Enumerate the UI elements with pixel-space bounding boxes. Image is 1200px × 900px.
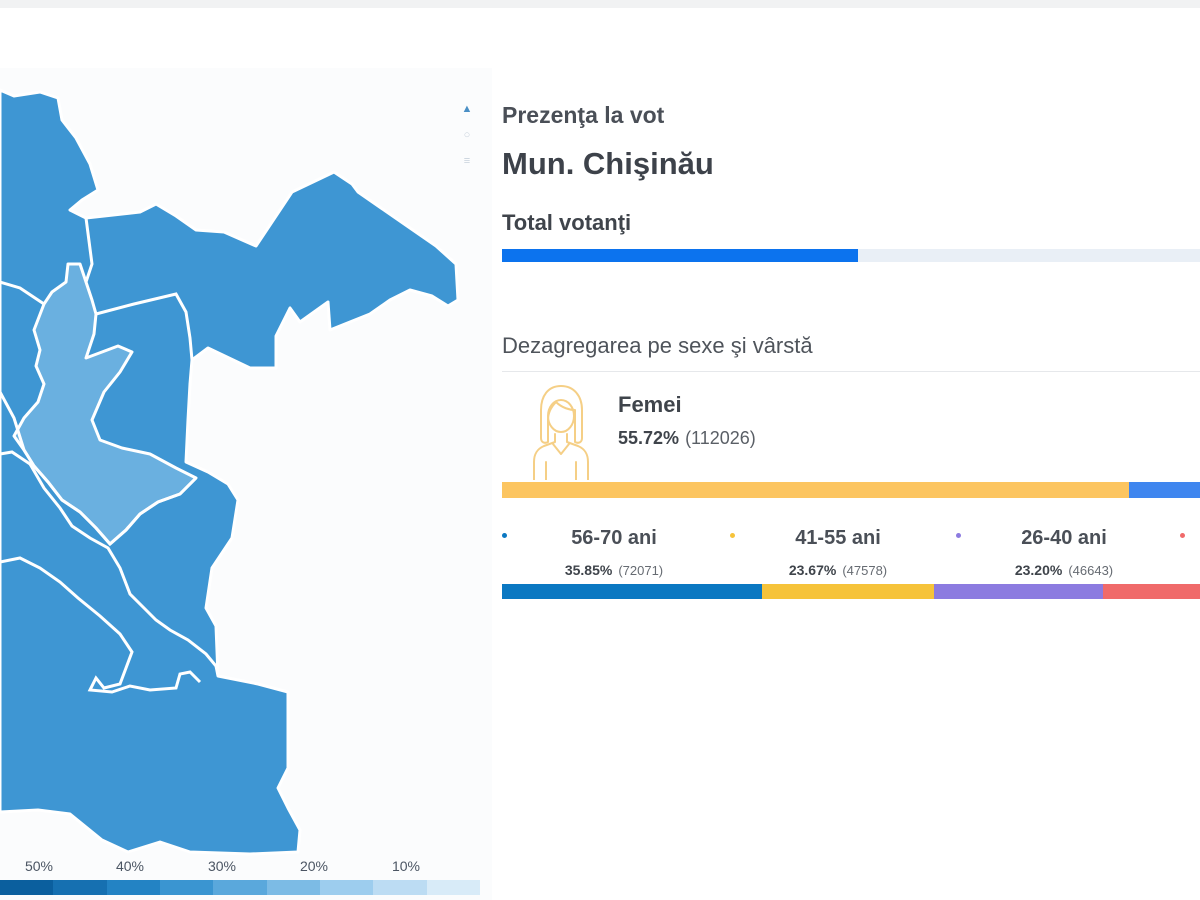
age-group-percent: 23.20%	[1014, 562, 1063, 578]
map-controls: ▲ ○ ≡	[456, 102, 478, 180]
section-heading: Dezagregarea pe sexe şi vârstă	[502, 333, 813, 358]
age-group-label: 26-40 ani	[1021, 527, 1107, 549]
zoom-in-icon[interactable]: ▲	[461, 103, 473, 115]
legend-swatch	[373, 880, 427, 895]
age-group-label: 56-70 ani	[571, 527, 657, 549]
age-group-stats: 23.20% (46643)	[964, 562, 1164, 578]
legend-swatch	[213, 880, 267, 895]
age-group-count: (47578)	[842, 563, 888, 578]
legend-label: 50%	[24, 858, 54, 874]
map-legend-labels: 50% 40% 30% 20% 10%	[0, 858, 492, 878]
panel-subtitle: Prezenţa la vot	[502, 102, 665, 128]
zoom-out-icon[interactable]: ○	[463, 129, 471, 141]
age-group-percent: 35.85%	[564, 562, 613, 578]
total-voters-progress-fill	[502, 249, 858, 262]
age-bar-segment	[1102, 584, 1200, 599]
gender-name: Femei	[618, 392, 682, 417]
age-group-percent: 23.67%	[788, 562, 837, 578]
age-group-stats: 35.85% (72071)	[514, 562, 714, 578]
age-group-26-40: 26-40 ani 23.20% (46643)	[954, 525, 1180, 585]
age-group-56-70: 56-70 ani 35.85% (72071)	[502, 525, 728, 585]
legend-swatch	[106, 880, 160, 895]
map-menu-icon[interactable]: ≡	[463, 155, 471, 167]
turnout-info-panel: Prezenţa la vot Mun. Chişinău Total vota…	[502, 68, 1200, 900]
female-avatar-icon	[533, 385, 589, 480]
map-color-scale	[0, 880, 480, 895]
turnout-map-panel: ▲ ○ ≡ 50% 40% 30% 20% 10%	[0, 68, 492, 900]
legend-swatch	[426, 880, 480, 895]
map-region-municipality[interactable]	[0, 88, 460, 856]
map-sector-border	[0, 391, 198, 547]
age-bar-segment	[762, 584, 935, 599]
age-groups: 56-70 ani 35.85% (72071) 41-55 ani 23.67%…	[502, 525, 1200, 585]
gender-bar-female-segment	[502, 482, 1129, 498]
age-group-count: (72071)	[618, 563, 664, 578]
legend-label: 30%	[207, 858, 237, 874]
age-group-count: (46643)	[1068, 563, 1114, 578]
legend-label: 20%	[299, 858, 329, 874]
legend-label: 10%	[391, 858, 421, 874]
map-sector-border	[0, 280, 45, 306]
legend-swatch	[53, 880, 107, 895]
total-voters-progress-track	[502, 249, 1200, 262]
section-divider	[502, 371, 1200, 372]
age-group-color-dot	[1180, 533, 1185, 538]
map-sector-border	[0, 450, 220, 677]
age-group-stats: 23.67% (47578)	[738, 562, 938, 578]
page-title: Mun. Chişinău	[502, 146, 714, 181]
map-sector-border	[0, 556, 202, 694]
age-group-41-55: 41-55 ani 23.67% (47578)	[728, 525, 954, 585]
map-sector-border	[95, 292, 194, 361]
legend-swatch	[159, 880, 214, 895]
age-bar-segment	[934, 584, 1103, 599]
age-group-color-dot	[956, 533, 961, 538]
age-group-label: 41-55 ani	[795, 527, 881, 549]
legend-swatch	[0, 880, 54, 895]
age-split-bar	[502, 584, 1200, 599]
gender-count: (112026)	[685, 428, 756, 448]
gender-bar-male-segment	[1128, 482, 1200, 498]
gender-percent: 55.72%	[618, 428, 680, 448]
total-voters-label: Total votanţi	[502, 210, 632, 235]
legend-label: 40%	[115, 858, 145, 874]
app-viewport: ▲ ○ ≡ 50% 40% 30% 20% 10% Prezenţa la vo…	[0, 8, 1200, 900]
legend-swatch	[266, 880, 320, 895]
legend-swatch	[319, 880, 374, 895]
gender-split-bar	[502, 482, 1200, 498]
age-group-color-dot	[502, 533, 507, 538]
age-group-cut-off	[1178, 525, 1200, 585]
age-group-color-dot	[730, 533, 735, 538]
chisinau-sector-map[interactable]	[0, 68, 492, 900]
map-sector-border	[84, 217, 94, 283]
gender-stats: 55.72% (112026)	[618, 428, 756, 449]
age-bar-segment	[502, 584, 763, 599]
